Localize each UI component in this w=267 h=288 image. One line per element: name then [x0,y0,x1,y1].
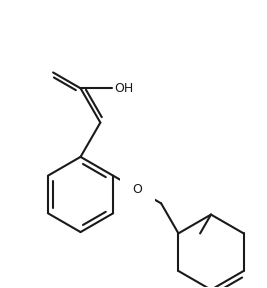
Text: OH: OH [114,82,134,95]
Text: O: O [132,183,142,196]
